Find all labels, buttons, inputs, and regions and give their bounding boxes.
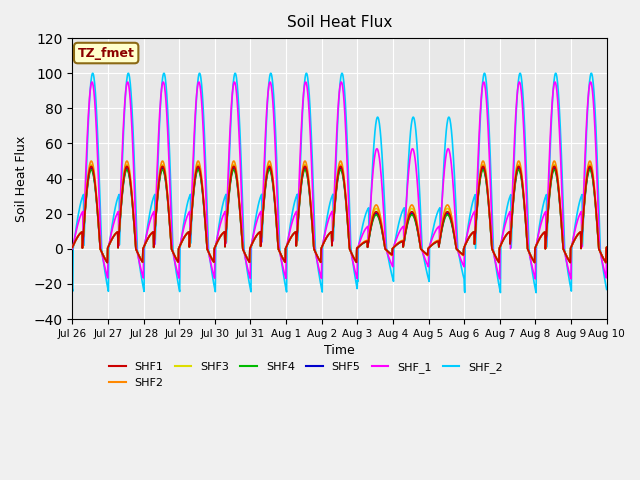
SHF1 — [423, 251, 431, 257]
SHF1 — [188, 213, 195, 218]
SHF_1 — [480, 79, 488, 85]
Line: SHF1: SHF1 — [72, 166, 607, 263]
SHF1 — [603, 244, 611, 250]
SHF5 — [104, 260, 111, 265]
SHF3 — [493, 255, 500, 261]
SHF5 — [540, 230, 547, 236]
SHF2 — [248, 242, 255, 248]
SHF2 — [423, 252, 431, 258]
SHF5 — [188, 214, 195, 219]
SHF5 — [603, 244, 611, 250]
SHF1 — [248, 242, 255, 248]
SHF4 — [104, 260, 111, 265]
SHF4 — [68, 244, 76, 250]
SHF1 — [68, 244, 76, 250]
Line: SHF_2: SHF_2 — [72, 73, 607, 293]
SHF3 — [175, 246, 182, 252]
SHF_2 — [188, 228, 195, 234]
Line: SHF2: SHF2 — [72, 161, 607, 263]
SHF_1 — [493, 264, 500, 269]
SHF3 — [540, 230, 547, 236]
SHF4 — [248, 242, 255, 248]
Line: SHF3: SHF3 — [72, 165, 607, 263]
SHF_2 — [493, 267, 500, 273]
SHF1 — [104, 260, 111, 265]
X-axis label: Time: Time — [324, 344, 355, 357]
SHF2 — [68, 244, 76, 250]
SHF_2 — [247, 289, 255, 295]
SHF4 — [188, 214, 195, 220]
SHF5 — [493, 255, 500, 261]
SHF4 — [423, 251, 431, 257]
Y-axis label: Soil Heat Flux: Soil Heat Flux — [15, 135, 28, 222]
SHF4 — [540, 230, 547, 236]
SHF3 — [248, 242, 255, 248]
SHF_1 — [567, 276, 575, 282]
SHF_2 — [174, 281, 182, 287]
SHF4 — [175, 246, 182, 252]
SHF2 — [175, 246, 182, 252]
Title: Soil Heat Flux: Soil Heat Flux — [287, 15, 392, 30]
SHF_1 — [68, 246, 76, 252]
Text: TZ_fmet: TZ_fmet — [77, 47, 134, 60]
SHF_2 — [532, 290, 540, 296]
SHF2 — [603, 244, 611, 250]
Legend: SHF1, SHF2, SHF3, SHF4, SHF5, SHF_1, SHF_2: SHF1, SHF2, SHF3, SHF4, SHF5, SHF_1, SHF… — [105, 358, 508, 392]
SHF3 — [603, 244, 611, 250]
SHF_2 — [422, 266, 430, 272]
SHF1 — [493, 255, 500, 261]
SHF_2 — [603, 287, 611, 292]
SHF2 — [550, 158, 558, 164]
SHF5 — [175, 246, 182, 252]
SHF3 — [104, 260, 111, 265]
Line: SHF4: SHF4 — [72, 170, 607, 263]
Line: SHF_1: SHF_1 — [72, 82, 607, 279]
SHF5 — [550, 165, 558, 171]
SHF_2 — [481, 71, 488, 76]
SHF1 — [540, 230, 547, 236]
SHF_1 — [540, 213, 547, 219]
SHF_1 — [422, 259, 430, 265]
SHF3 — [550, 162, 558, 168]
Line: SHF5: SHF5 — [72, 168, 607, 263]
SHF3 — [68, 244, 76, 250]
SHF3 — [423, 252, 431, 257]
SHF_2 — [68, 287, 76, 292]
SHF_1 — [188, 209, 195, 215]
SHF3 — [188, 212, 195, 218]
SHF_1 — [247, 243, 255, 249]
SHF5 — [68, 244, 76, 250]
SHF2 — [104, 260, 111, 265]
SHF1 — [175, 246, 182, 252]
SHF2 — [540, 230, 547, 236]
SHF4 — [603, 244, 611, 250]
SHF5 — [423, 251, 431, 257]
SHF1 — [550, 163, 558, 169]
SHF5 — [248, 242, 255, 248]
SHF2 — [493, 255, 500, 261]
SHF4 — [550, 167, 558, 173]
SHF_2 — [540, 199, 548, 205]
SHF2 — [188, 211, 195, 216]
SHF_1 — [603, 246, 611, 252]
SHF_1 — [174, 273, 182, 278]
SHF4 — [493, 255, 500, 261]
